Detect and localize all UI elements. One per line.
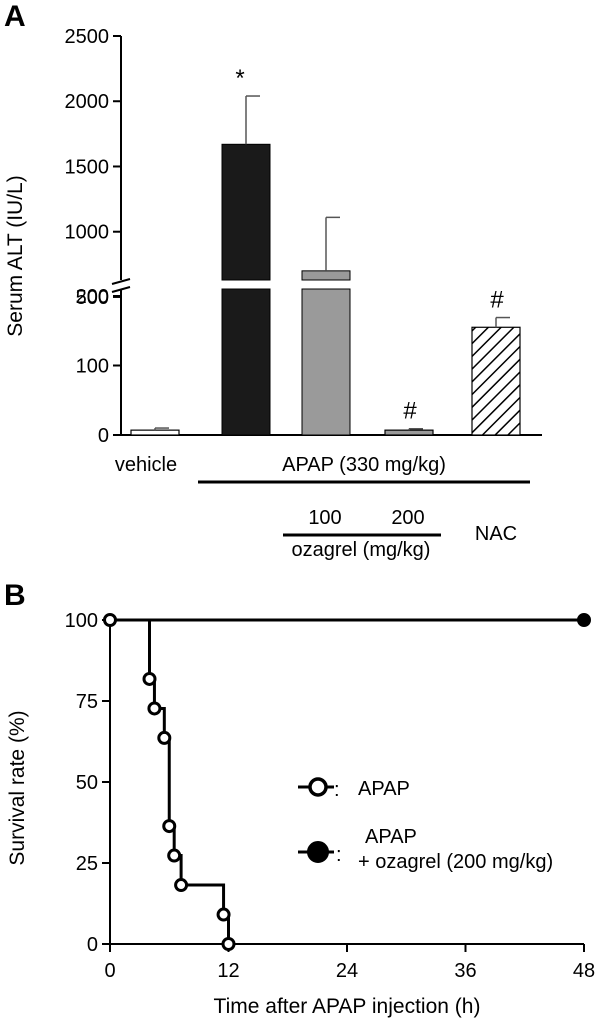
significance-mark: # <box>490 287 504 314</box>
bar <box>130 429 180 436</box>
y-tick-label: 0 <box>98 425 109 447</box>
x-tick-label: 24 <box>336 960 358 982</box>
y-tick-label: 1500 <box>65 156 110 178</box>
data-point-ozagrel <box>577 613 591 627</box>
x-tick-label: 48 <box>573 960 595 982</box>
y-tick-label: 25 <box>76 853 98 875</box>
data-point-apap <box>216 907 231 922</box>
x-tick-label: 12 <box>217 960 239 982</box>
panel-b-curves <box>103 613 591 951</box>
bar <box>384 429 434 436</box>
data-point-apap <box>147 701 162 716</box>
label-vehicle: vehicle <box>115 454 177 476</box>
y-tick-label: 1000 <box>65 222 110 244</box>
x-tick-label: 36 <box>454 960 476 982</box>
legend-ozagrel-label-line1: APAP <box>365 826 417 848</box>
panel-a-bars: * # # <box>130 65 521 436</box>
data-point-apap <box>174 878 189 893</box>
significance-mark: # <box>403 398 417 425</box>
legend: : APAP : APAP + ozagrel (200 mg/kg) <box>298 777 553 873</box>
bar <box>471 326 521 436</box>
label-nac: NAC <box>475 523 517 545</box>
y-tick-label: 100 <box>65 610 98 632</box>
y-tick-label: 0 <box>87 934 98 956</box>
y-tick-label: 2500 <box>65 26 110 48</box>
legend-ozagrel-marker <box>307 841 329 863</box>
panel-b-x-axis-title: Time after APAP injection (h) <box>214 995 481 1018</box>
label-ozagrel-unit: ozagrel (mg/kg) <box>292 539 431 561</box>
y-tick-label: 500 <box>76 287 109 309</box>
panel-b-ticks: 0 12 24 36 48 100 75 50 25 0 <box>65 610 596 982</box>
legend-apap-marker <box>308 777 328 797</box>
label-ozagrel-100: 100 <box>308 507 341 529</box>
panel-b: B Survival rate (%) 0 12 24 36 48 100 75 50 250 … <box>4 579 595 1018</box>
legend-apap-label: APAP <box>358 778 410 800</box>
legend-ozagrel-label-line2: + ozagrel (200 mg/kg) <box>358 851 553 873</box>
panel-b-label: B <box>4 579 26 612</box>
bar <box>301 288 351 436</box>
series-apap-line <box>110 618 230 944</box>
data-point-apap <box>162 819 177 834</box>
axis-break-mark-top <box>111 278 131 285</box>
bar <box>301 270 351 281</box>
data-point-apap <box>103 613 117 627</box>
legend-ozagrel-separator: : <box>336 844 342 866</box>
data-point-apap <box>157 730 172 745</box>
bar <box>221 288 271 436</box>
panel-a-label: A <box>4 0 26 33</box>
label-apap-dose: APAP (330 mg/kg) <box>282 454 446 476</box>
panel-b-y-axis-title: Survival rate (%) <box>6 710 29 865</box>
y-tick-label: 75 <box>76 691 98 713</box>
legend-apap-separator: : <box>334 779 340 801</box>
significance-mark: * <box>235 65 244 92</box>
y-tick-label: 50 <box>76 772 98 794</box>
axis-break-mark-bottom <box>111 286 131 293</box>
x-tick-label: 0 <box>104 960 115 982</box>
panel-a: A Serum ALT (IU/L) 250020001500100050020… <box>4 0 542 561</box>
y-tick-label: 100 <box>76 356 109 378</box>
y-tick-label: 200 <box>76 286 109 308</box>
y-tick-label: 2000 <box>65 91 110 113</box>
bar <box>221 143 271 281</box>
data-point-apap <box>221 937 236 951</box>
label-ozagrel-200: 200 <box>391 507 424 529</box>
panel-a-y-axis-title: Serum ALT (IU/L) <box>4 175 27 336</box>
data-point-apap <box>167 848 182 863</box>
data-point-apap <box>142 671 157 686</box>
